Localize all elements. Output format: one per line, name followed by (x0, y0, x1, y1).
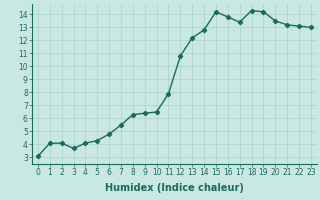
X-axis label: Humidex (Indice chaleur): Humidex (Indice chaleur) (105, 183, 244, 193)
